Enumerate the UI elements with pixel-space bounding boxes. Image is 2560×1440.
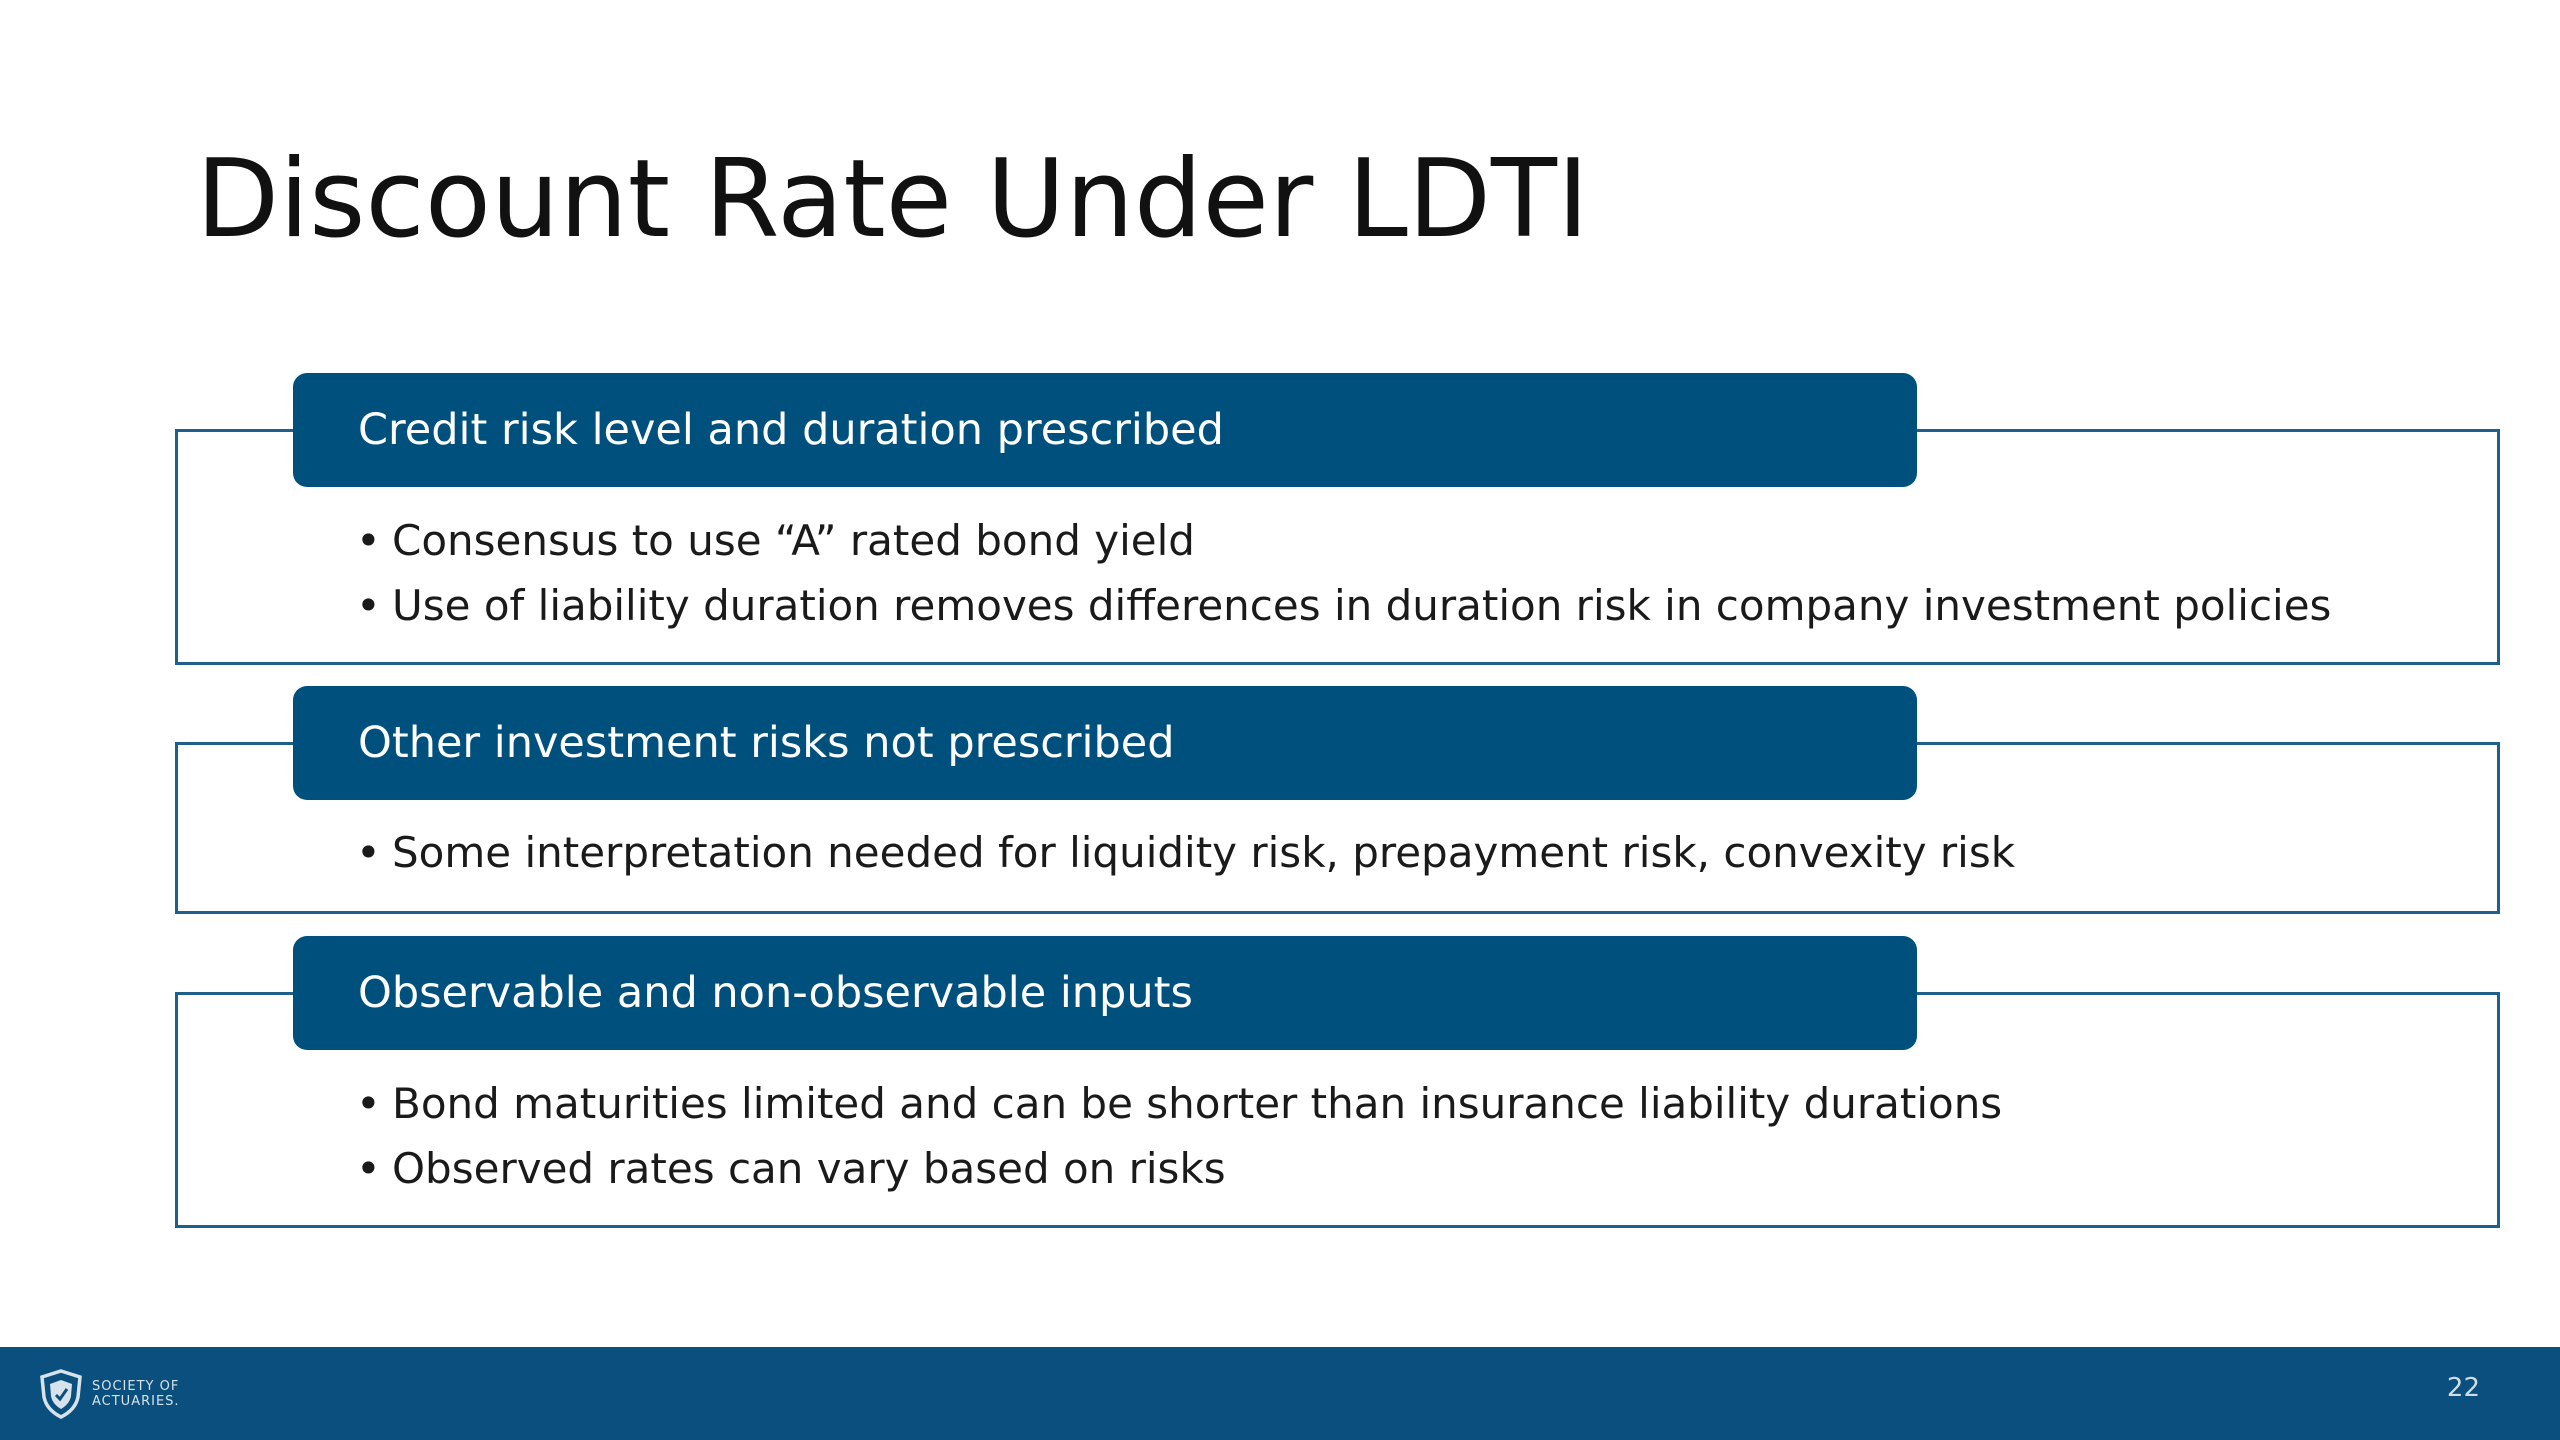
bullet-text: Consensus to use “A” rated bond yield xyxy=(392,516,1195,565)
logo-wordmark: SOCIETY OF ACTUARIES. xyxy=(92,1379,180,1409)
section-header: Credit risk level and duration prescribe… xyxy=(293,373,1917,487)
list-item: • Consensus to use “A” rated bond yield xyxy=(356,508,2331,573)
slide-title: Discount Rate Under LDTI xyxy=(196,137,1589,262)
bullet-text: Use of liability duration removes differ… xyxy=(392,581,2332,630)
logo-line: ACTUARIES. xyxy=(92,1394,180,1409)
bullet-list: • Some interpretation needed for liquidi… xyxy=(356,820,2015,885)
bullet-marker: • xyxy=(356,516,381,565)
list-item: • Observed rates can vary based on risks xyxy=(356,1136,2002,1201)
bullet-marker: • xyxy=(356,1144,381,1193)
section-header-label: Credit risk level and duration prescribe… xyxy=(358,405,1224,455)
shield-icon xyxy=(40,1369,82,1419)
section-header: Observable and non-observable inputs xyxy=(293,936,1917,1050)
bullet-marker: • xyxy=(356,581,381,630)
section-header-label: Observable and non-observable inputs xyxy=(358,968,1193,1018)
list-item: • Use of liability duration removes diff… xyxy=(356,573,2331,638)
bullet-list: • Consensus to use “A” rated bond yield … xyxy=(356,508,2331,638)
bullet-list: • Bond maturities limited and can be sho… xyxy=(356,1071,2002,1201)
bullet-text: Some interpretation needed for liquidity… xyxy=(392,828,2016,877)
section-header: Other investment risks not prescribed xyxy=(293,686,1917,800)
page-number: 22 xyxy=(2446,1373,2480,1403)
footer-bar: SOCIETY OF ACTUARIES. 22 xyxy=(0,1347,2560,1440)
list-item: • Bond maturities limited and can be sho… xyxy=(356,1071,2002,1136)
list-item: • Some interpretation needed for liquidi… xyxy=(356,820,2015,885)
section-header-label: Other investment risks not prescribed xyxy=(358,718,1175,768)
bullet-marker: • xyxy=(356,828,381,877)
society-logo: SOCIETY OF ACTUARIES. xyxy=(38,1369,180,1419)
bullet-text: Bond maturities limited and can be short… xyxy=(392,1079,2003,1128)
logo-line: SOCIETY OF xyxy=(92,1379,180,1394)
bullet-marker: • xyxy=(356,1079,381,1128)
bullet-text: Observed rates can vary based on risks xyxy=(392,1144,1226,1193)
